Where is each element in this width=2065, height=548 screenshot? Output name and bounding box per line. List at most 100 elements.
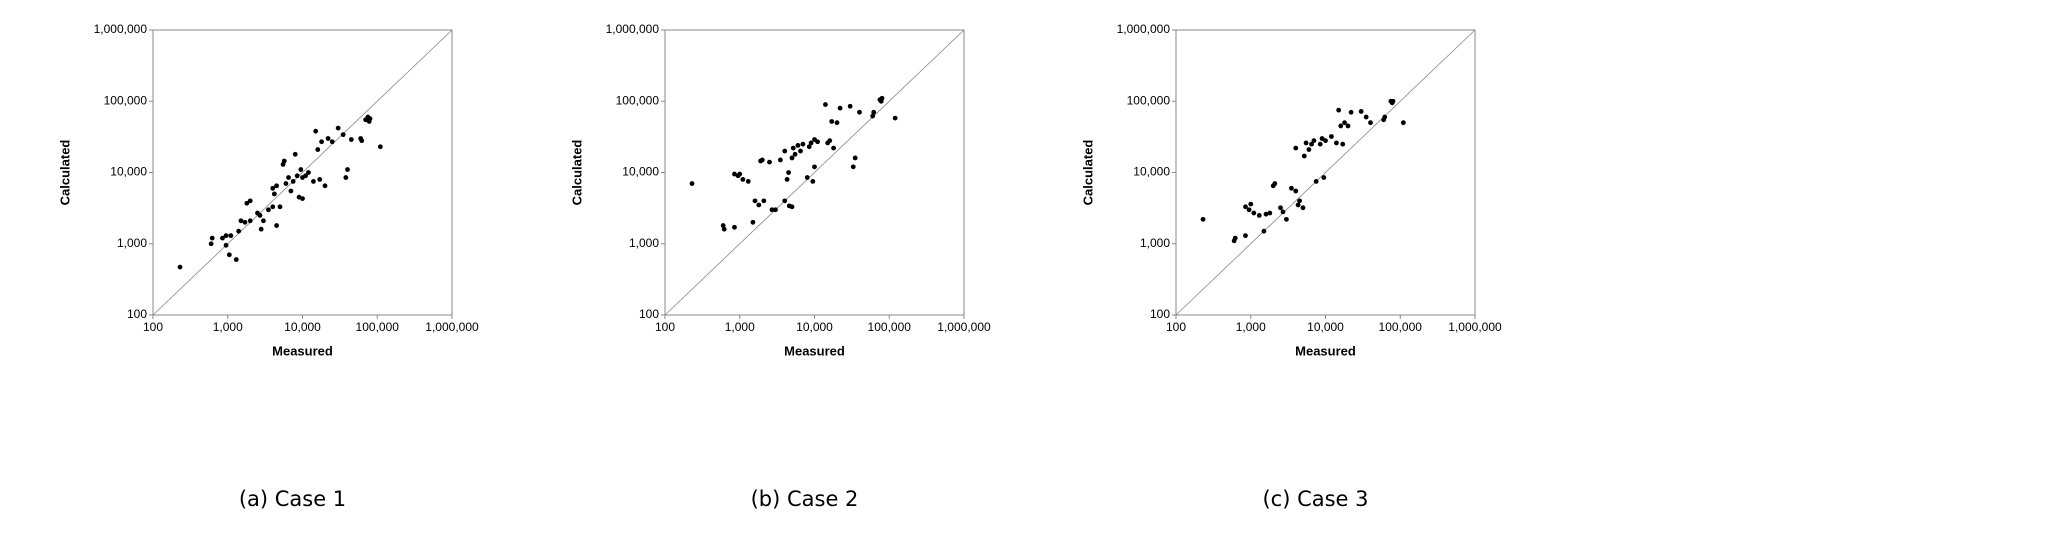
point (228, 233, 234, 239)
point (359, 138, 365, 144)
point (1368, 120, 1373, 126)
point (281, 158, 287, 164)
point (1289, 185, 1294, 191)
point (750, 219, 756, 225)
point (789, 155, 795, 161)
point (1246, 207, 1252, 213)
x-axis-label: Measured (784, 343, 845, 358)
point (823, 102, 828, 107)
point (208, 241, 214, 247)
point (878, 98, 884, 104)
reference-line (152, 29, 453, 316)
point (325, 136, 331, 141)
point (732, 171, 737, 177)
x-axis-label: Measured (272, 343, 333, 358)
y-tick-label: 1,000 (117, 236, 147, 250)
point (345, 167, 350, 172)
point (306, 170, 311, 175)
point (1293, 188, 1299, 194)
point (177, 264, 183, 270)
x-tick-label: 10,000 (1307, 320, 1344, 334)
x-tick-label: 1,000,000 (937, 320, 991, 334)
point (1263, 211, 1269, 217)
point (1243, 204, 1248, 210)
point (1382, 114, 1388, 120)
point (274, 223, 279, 228)
point (1306, 147, 1312, 152)
point (377, 144, 383, 150)
point (1342, 120, 1347, 126)
point (1390, 98, 1396, 104)
point (258, 226, 264, 232)
point (767, 159, 772, 165)
caption: (a) Case 1 (239, 487, 346, 511)
point (271, 191, 277, 197)
point (759, 157, 765, 163)
point (335, 125, 341, 131)
point (1300, 205, 1306, 211)
x-tick-label: 1,000,000 (425, 320, 479, 334)
x-tick-label: 100 (1166, 320, 1186, 334)
y-tick-label: 10,000 (622, 165, 659, 179)
point (322, 183, 328, 189)
point (1295, 202, 1301, 208)
point (808, 140, 814, 146)
y-axis-label: Calculated (57, 140, 72, 206)
point (220, 235, 225, 241)
point (313, 128, 319, 134)
point (1319, 136, 1325, 141)
x-tick-label: 10,000 (796, 320, 833, 334)
point (732, 224, 737, 230)
point (850, 164, 856, 170)
point (1200, 216, 1206, 222)
point (288, 188, 294, 194)
point (1303, 140, 1309, 146)
x-tick-label: 100 (143, 320, 163, 334)
point (773, 207, 778, 213)
point (290, 179, 296, 184)
point (752, 198, 758, 204)
point (311, 179, 316, 184)
x-tick-label: 100,000 (1379, 320, 1423, 334)
point (1256, 212, 1262, 218)
point (761, 198, 767, 204)
point (1338, 123, 1344, 129)
point (274, 183, 279, 189)
point (303, 173, 308, 179)
point (1267, 210, 1273, 216)
y-axis-label: Calculated (569, 140, 584, 206)
point (348, 137, 354, 142)
point (242, 219, 248, 225)
caption: (b) Case 2 (751, 487, 859, 511)
point (756, 202, 762, 208)
point (792, 151, 798, 157)
point (266, 207, 271, 213)
x-tick-label: 100,000 (868, 320, 912, 334)
point (782, 148, 788, 154)
x-tick-label: 1,000 (725, 320, 755, 334)
point (1309, 141, 1314, 147)
point (790, 145, 796, 151)
point (786, 170, 791, 175)
point (829, 119, 835, 124)
x-tick-label: 10,000 (284, 320, 321, 334)
point (815, 139, 820, 145)
point (1293, 145, 1299, 151)
point (261, 218, 266, 224)
point (1340, 141, 1346, 147)
point (226, 252, 232, 258)
point (286, 175, 291, 180)
point (871, 109, 877, 115)
point (1278, 205, 1283, 211)
point (812, 164, 817, 170)
y-tick-label: 100,000 (616, 93, 660, 107)
y-tick-label: 100,000 (1127, 93, 1171, 107)
point (870, 113, 876, 119)
point (740, 177, 746, 182)
x-tick-label: 1,000 (213, 320, 243, 334)
point (1348, 109, 1354, 115)
point (784, 177, 790, 182)
point (1313, 179, 1319, 184)
point (720, 223, 726, 228)
point (315, 147, 321, 152)
